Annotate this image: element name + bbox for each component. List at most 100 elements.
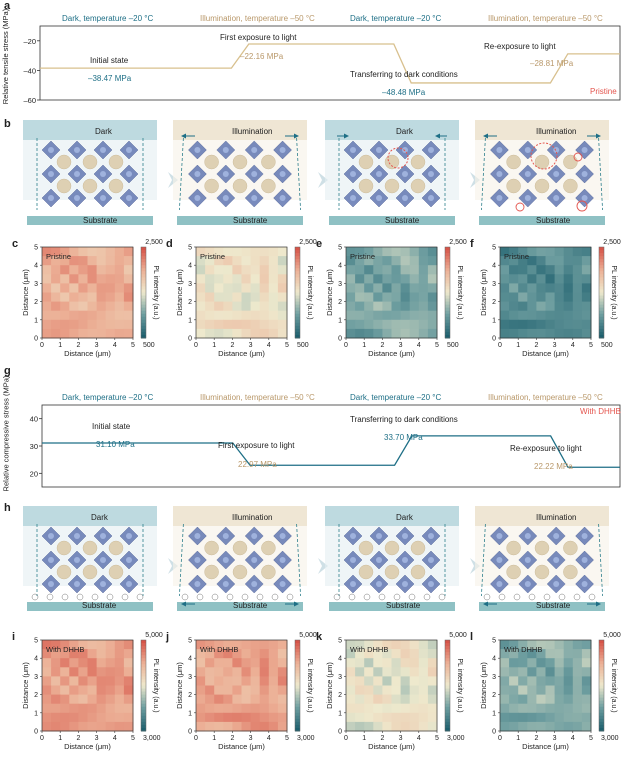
heatmap-cell xyxy=(96,694,107,705)
heatmap-cell xyxy=(196,640,206,650)
heatmap-cell xyxy=(355,328,365,339)
a-stage-label-1: First exposure to light xyxy=(220,33,297,42)
octahedron-center xyxy=(126,195,132,201)
heatmap-cell xyxy=(214,274,224,284)
colorbar-segment xyxy=(295,277,300,281)
heatmap-cell xyxy=(268,640,279,650)
y-tick-label: 1 xyxy=(492,710,496,717)
heatmap-cell xyxy=(96,658,107,668)
heatmap-cell xyxy=(346,283,356,293)
colorbar-segment xyxy=(599,250,604,254)
colorbar-segment xyxy=(295,709,300,714)
heatmap-cell xyxy=(518,265,528,275)
colorbar-segment xyxy=(599,301,604,306)
colorbar-frame xyxy=(294,246,301,339)
heatmap-cell xyxy=(518,658,528,668)
heatmap-cell xyxy=(554,694,565,705)
flow-chevron xyxy=(318,172,328,188)
heatmap-cell xyxy=(500,301,510,312)
heatmap-cell xyxy=(373,265,383,275)
heatmap-cell xyxy=(536,283,546,293)
heatmap-cell xyxy=(554,658,565,668)
colorbar-min-label: 500 xyxy=(601,342,613,349)
octahedron-center xyxy=(74,147,80,153)
heatmap-cell xyxy=(509,712,519,723)
substrate-bar-3 xyxy=(479,602,605,611)
heatmap-cell xyxy=(418,640,429,650)
x-tick-label: 4 xyxy=(417,342,421,349)
heatmap-cell xyxy=(250,667,261,677)
colorbar-segment xyxy=(141,664,146,668)
heatmap-cell xyxy=(572,274,583,284)
colorbar-segment xyxy=(295,715,300,720)
heatmap-cell xyxy=(346,676,356,686)
heatmap-cell xyxy=(427,310,438,321)
heatmap-cell xyxy=(418,301,429,312)
colorbar-segment xyxy=(295,259,300,263)
heatmap-cell xyxy=(214,256,224,266)
heatmap-cell xyxy=(355,667,365,677)
heatmap-cell xyxy=(545,247,556,257)
x-tick-label: 5 xyxy=(435,342,439,349)
y-tick-label: 2 xyxy=(34,299,38,306)
octahedron-center xyxy=(376,195,382,201)
heatmap-cell xyxy=(545,712,556,723)
heatmap-cell xyxy=(418,703,429,714)
colorbar-segment xyxy=(599,655,604,659)
y-tick-label: 3 xyxy=(188,281,192,288)
heatmap-cell xyxy=(205,247,215,257)
heatmap-cell xyxy=(364,676,374,686)
colorbar-segment xyxy=(445,274,450,278)
heatmap-cell xyxy=(196,676,206,686)
heatmap-cell xyxy=(277,328,288,339)
heatmap-cell xyxy=(214,301,224,312)
heatmap-cell xyxy=(409,265,420,275)
octahedron-center xyxy=(126,147,132,153)
x-axis-label: Distance (μm) xyxy=(368,349,415,358)
heatmap-cell xyxy=(268,274,279,284)
a-site-cation xyxy=(261,540,276,556)
heatmap-cell xyxy=(427,712,438,723)
heatmap-cell xyxy=(42,310,52,321)
colorbar-segment xyxy=(141,694,146,699)
colorbar-segment xyxy=(445,724,450,729)
colorbar-segment xyxy=(445,322,450,327)
heatmap-cell xyxy=(250,301,261,312)
heatmap-cell xyxy=(364,274,374,284)
heatmap-cell xyxy=(382,667,392,677)
heatmap-cell xyxy=(87,328,98,339)
colorbar-segment xyxy=(295,319,300,324)
heatmap-cell xyxy=(563,328,574,339)
colorbar-segment xyxy=(445,328,450,333)
colorbar-segment xyxy=(141,646,146,650)
heatmap-cell xyxy=(205,676,215,686)
heatmap-cell xyxy=(268,328,279,339)
heatmap-cell xyxy=(232,703,242,714)
heatmap-cell xyxy=(355,712,365,723)
heatmap-cell xyxy=(232,274,242,284)
heatmap-cell xyxy=(518,283,528,293)
colorbar-frame xyxy=(598,246,605,339)
a-site-cation xyxy=(506,564,521,580)
heatmap-cell xyxy=(114,649,125,659)
octahedron-center xyxy=(402,147,408,153)
heatmap-cell xyxy=(87,640,98,650)
y-tick-label: 1 xyxy=(34,317,38,324)
y-tick-label: 2 xyxy=(188,692,192,699)
octahedron-center xyxy=(376,557,382,563)
dhhb-molecule xyxy=(513,593,521,601)
heatmap-cell xyxy=(554,703,565,714)
colorbar-segment xyxy=(599,262,604,266)
y-axis-label: Distance (μm) xyxy=(479,269,488,316)
colorbar-segment xyxy=(141,274,146,278)
heatmap-cell xyxy=(105,721,116,732)
heatmap-cell xyxy=(268,256,279,266)
heatmap-cell xyxy=(391,721,402,732)
heatmap-cell xyxy=(78,712,88,723)
heatmap-cell xyxy=(51,292,61,303)
y-tick-label: 1 xyxy=(188,710,192,717)
heatmap-cell xyxy=(250,274,261,284)
heatmap-cell xyxy=(241,292,252,303)
heatmap-cell xyxy=(563,274,574,284)
y-tick-label: 5 xyxy=(188,638,192,645)
